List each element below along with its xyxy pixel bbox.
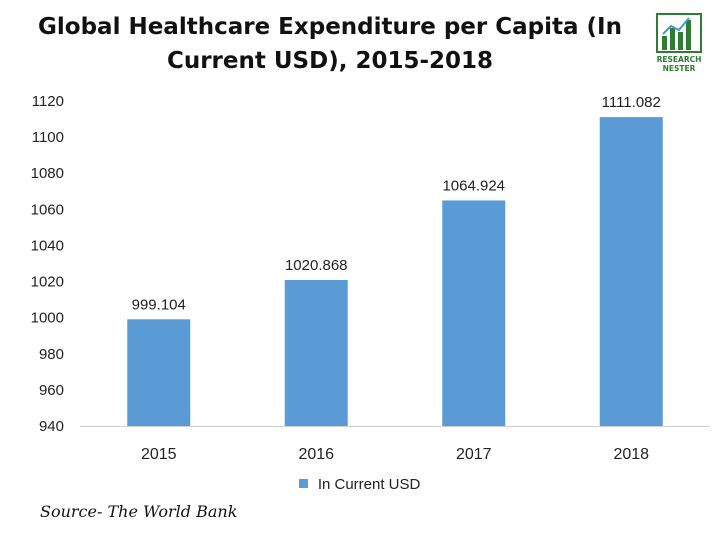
bar-2016 — [284, 279, 348, 426]
bars — [127, 117, 663, 427]
bar-2017 — [442, 200, 506, 426]
x-tick-label-2016: 2016 — [298, 446, 334, 463]
bar-label-2017: 1064.924 — [442, 177, 505, 194]
y-tick-label: 1120 — [32, 93, 64, 110]
logo-text-nester: NESTER — [663, 64, 696, 73]
x-tick-label-2015: 2015 — [141, 446, 177, 463]
y-tick-label: 960 — [39, 382, 64, 399]
y-tick-label: 1080 — [31, 165, 64, 182]
y-tick-label: 980 — [39, 346, 64, 363]
bar-2018 — [599, 117, 663, 427]
source-note: Source- The World Bank — [40, 502, 238, 521]
research-nester-logo-icon: RESEARCH NESTER — [656, 13, 702, 73]
bar-label-2015: 999.104 — [132, 296, 186, 313]
bar-label-2018: 1111.082 — [602, 94, 661, 111]
logo-text-research: RESEARCH — [657, 55, 702, 64]
chart-title: Global Healthcare Expenditure per Capita… — [38, 14, 622, 74]
bar-2015 — [127, 319, 191, 426]
x-axis-ticks: 2015 2016 2017 2018 — [141, 446, 649, 463]
y-tick-label: 1060 — [31, 201, 64, 218]
legend-label: In Current USD — [317, 476, 421, 493]
y-tick-label: 940 — [39, 418, 64, 435]
y-tick-label: 1040 — [31, 237, 64, 254]
legend: In Current USD — [0, 476, 719, 493]
legend-swatch — [298, 479, 308, 488]
y-axis-ticks: 940 960 980 1000 1020 1040 1060 1080 1100 1120 — [31, 93, 64, 435]
bar-data-labels: 999.104 1020.868 1064.924 1111.082 — [132, 94, 661, 313]
bar-label-2016: 1020.868 — [285, 257, 348, 274]
x-tick-label-2017: 2017 — [456, 446, 492, 463]
y-tick-label: 1020 — [31, 274, 64, 291]
y-tick-label: 1000 — [31, 310, 64, 327]
x-tick-label-2018: 2018 — [613, 446, 649, 463]
y-tick-label: 1100 — [32, 129, 64, 146]
